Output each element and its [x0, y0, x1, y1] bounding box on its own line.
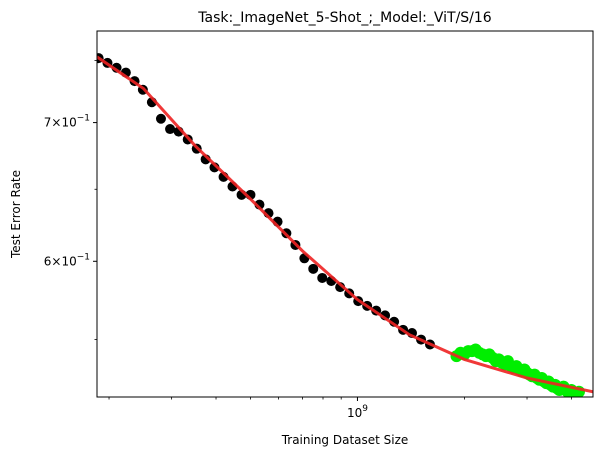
- fit-line: [97, 55, 593, 394]
- train-point: [155, 113, 166, 124]
- axis-ticks: 109 7×10−1 6×10−1: [44, 60, 572, 420]
- train-point: [317, 272, 328, 283]
- x-tick-label: 109: [347, 404, 368, 420]
- train-point: [165, 124, 176, 135]
- train-point: [308, 263, 319, 274]
- plot-marks: [97, 53, 593, 397]
- y-tick-label: 7×10−1: [44, 114, 90, 130]
- y-tick-label: 6×10−1: [44, 252, 90, 268]
- plot-frame: [96, 30, 594, 398]
- y-axis-label: Test Error Rate: [9, 170, 23, 259]
- chart-title: Task:_ImageNet_5-Shot_;_Model:_ViT/S/16: [197, 10, 492, 26]
- x-axis-label: Training Dataset Size: [281, 433, 409, 447]
